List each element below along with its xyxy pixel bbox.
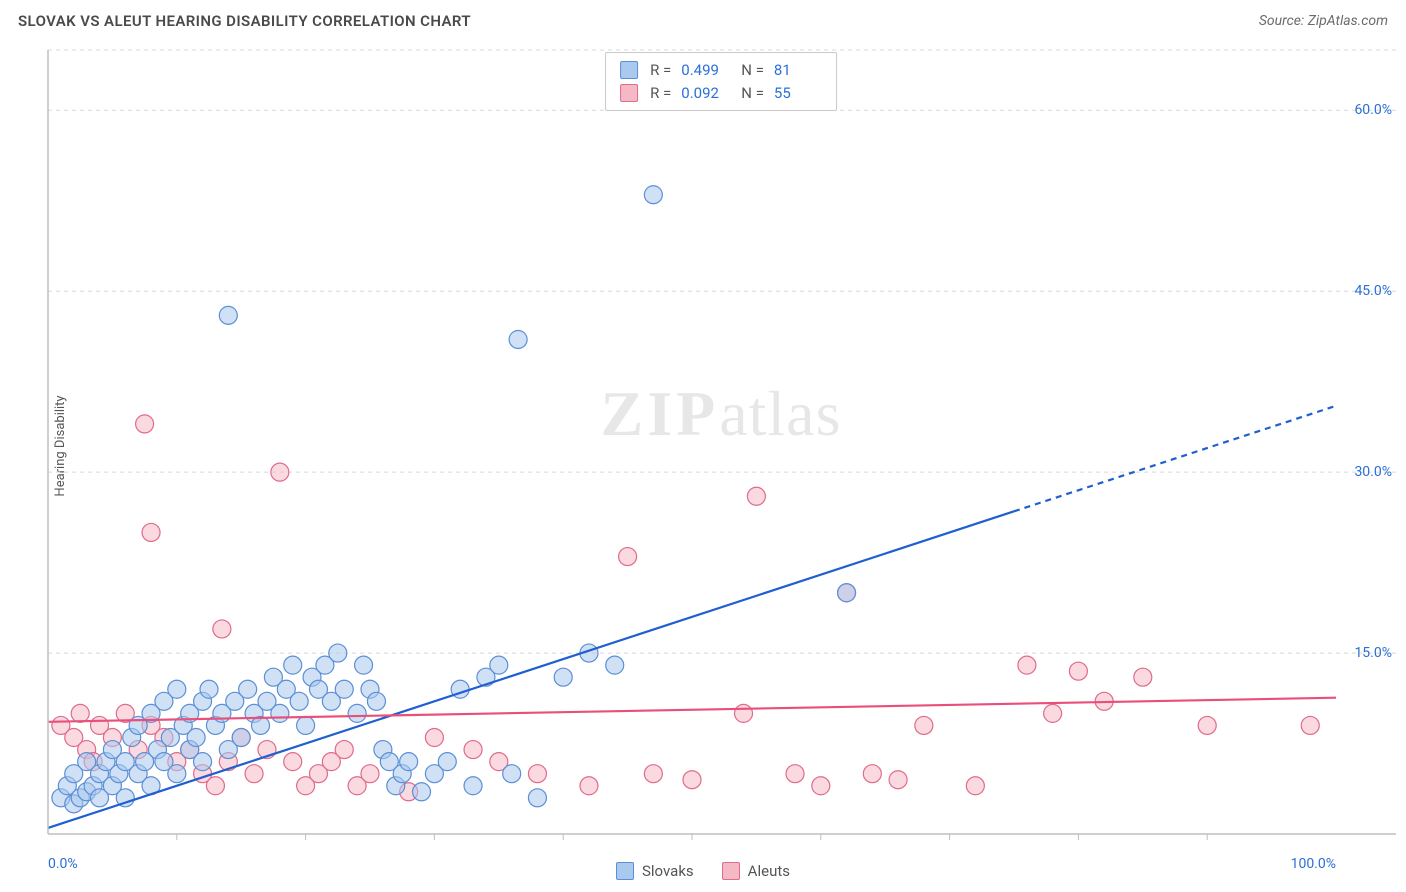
legend-item-slovaks: Slovaks [616, 862, 694, 880]
stats-legend: R = 0.499 N = 81 R = 0.092 N = 55 [605, 52, 837, 111]
legend-label-slovaks: Slovaks [642, 862, 694, 880]
y-tick-label: 30.0% [1354, 464, 1392, 480]
swatch-aleuts [722, 862, 740, 880]
swatch-slovaks [620, 61, 638, 79]
swatch-slovaks [616, 862, 634, 880]
r-value-aleuts: 0.092 [681, 82, 729, 105]
x-tick-label: 0.0% [48, 856, 78, 872]
legend-item-aleuts: Aleuts [722, 862, 790, 880]
x-tick-label: 100.0% [1291, 856, 1336, 872]
scatter-plot [46, 48, 1396, 844]
chart-area: ZIPatlas R = 0.499 N = 81 R = 0.092 N = … [46, 48, 1396, 844]
chart-source: Source: ZipAtlas.com [1259, 13, 1388, 29]
stats-row-aleuts: R = 0.092 N = 55 [620, 82, 822, 105]
chart-title: SLOVAK VS ALEUT HEARING DISABILITY CORRE… [18, 12, 471, 30]
n-label: N = [741, 59, 764, 82]
r-label: R = [650, 82, 671, 105]
legend-label-aleuts: Aleuts [748, 862, 790, 880]
series-legend: Slovaks Aleuts [616, 862, 790, 880]
n-label: N = [741, 82, 764, 105]
n-value-aleuts: 55 [774, 82, 822, 105]
n-value-slovaks: 81 [774, 59, 822, 82]
y-tick-label: 15.0% [1354, 645, 1392, 661]
chart-header: SLOVAK VS ALEUT HEARING DISABILITY CORRE… [0, 0, 1406, 38]
stats-row-slovaks: R = 0.499 N = 81 [620, 59, 822, 82]
r-label: R = [650, 59, 671, 82]
r-value-slovaks: 0.499 [681, 59, 729, 82]
y-tick-label: 45.0% [1354, 283, 1392, 299]
swatch-aleuts [620, 84, 638, 102]
y-tick-label: 60.0% [1354, 102, 1392, 118]
